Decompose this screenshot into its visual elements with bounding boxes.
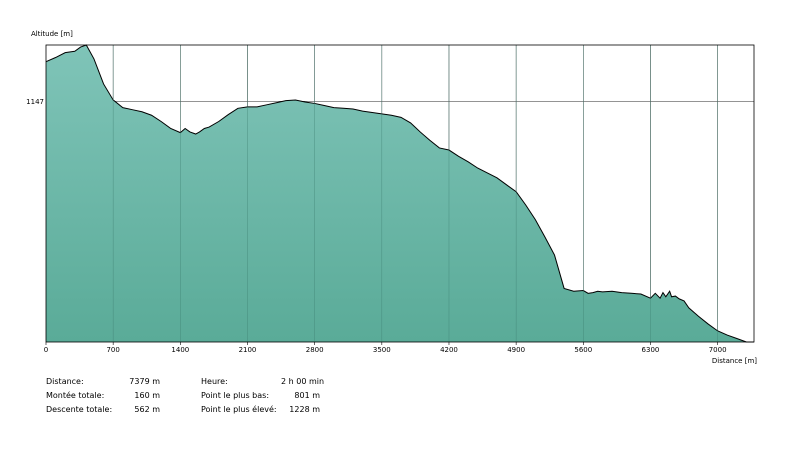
stat-label: Point le plus élevé:	[201, 405, 277, 414]
stat-value: 7379 m	[129, 377, 160, 386]
x-tick-label: 4900	[507, 346, 525, 354]
stat-value: 160 m	[134, 391, 160, 400]
plot-frame	[45, 44, 755, 343]
stats-left-panel: Distance: 7379 m Montée totale: 160 m Desc…	[46, 375, 160, 417]
stats-right-panel: Heure: 2 h 00 min Point le plus bas: 801 m…	[201, 375, 325, 417]
x-tick-label: 700	[106, 346, 119, 354]
stat-highest-point: Point le plus élevé: 1228 m	[201, 403, 320, 417]
x-tick-label: 0	[44, 346, 48, 354]
stat-label: Descente totale:	[46, 405, 113, 414]
stat-value: 1228 m	[289, 405, 320, 414]
x-tick-label: 6300	[642, 346, 660, 354]
x-tick-label: 5600	[574, 346, 592, 354]
y-tick-label: 1147	[26, 98, 44, 106]
stat-distance: Distance: 7379 m	[46, 375, 160, 389]
x-tick-label: 7000	[709, 346, 727, 354]
elevation-profile-chart: Altitude [m] Distance [m] 0 700 1400 2100 28…	[26, 30, 757, 365]
x-tick-labels: 0 700 1400 2100 2800 3500 4200 4900 5600 6300 7000	[44, 342, 727, 354]
stat-value: 2 h 00 min	[281, 377, 325, 386]
x-gridlines-overlay	[112, 45, 718, 342]
x-tick-label: 1400	[171, 346, 189, 354]
y-axis-label: Altitude [m]	[31, 30, 73, 38]
stat-value: 562 m	[134, 405, 160, 414]
stat-time: Heure: 2 h 00 min	[201, 375, 325, 389]
stat-label: Montée totale:	[46, 391, 105, 400]
stat-label: Distance:	[46, 377, 84, 386]
stat-value: 801 m	[294, 391, 320, 400]
x-tick-label: 3500	[373, 346, 391, 354]
y-tick-labels: 1147	[26, 98, 44, 106]
x-tick-label: 4200	[440, 346, 458, 354]
elevation-line	[45, 44, 754, 343]
stat-total-ascent: Montée totale: 160 m	[46, 389, 160, 403]
elevation-area	[46, 45, 754, 342]
stat-label: Point le plus bas:	[201, 391, 270, 400]
stat-total-descent: Descente totale: 562 m	[46, 403, 160, 417]
x-tick-label: 2100	[239, 346, 257, 354]
stat-label: Heure:	[201, 377, 228, 386]
x-axis-label: Distance [m]	[712, 357, 757, 365]
stat-lowest-point: Point le plus bas: 801 m	[201, 389, 320, 403]
x-tick-label: 2800	[306, 346, 324, 354]
